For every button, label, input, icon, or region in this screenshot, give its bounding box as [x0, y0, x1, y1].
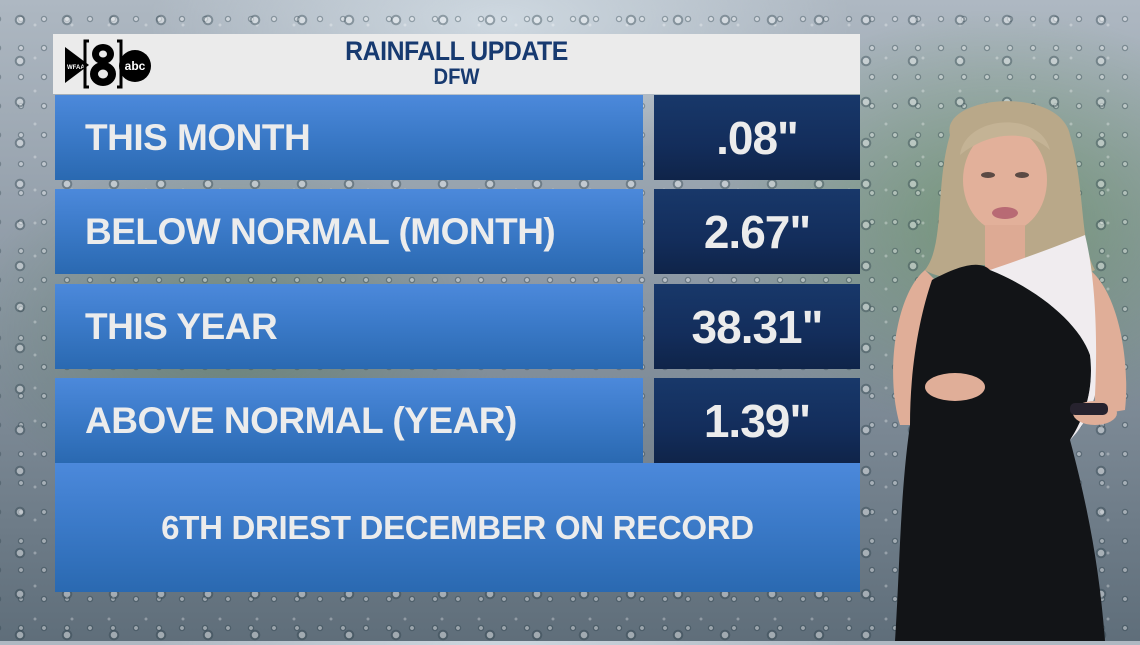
stat-row-above-normal-year: ABOVE NORMAL (YEAR) 1.39"	[55, 378, 860, 463]
stat-row-this-month: THIS MONTH .08"	[55, 95, 860, 180]
graphic-title: RAINFALL UPDATE	[345, 36, 568, 66]
stat-label: BELOW NORMAL (MONTH)	[85, 210, 556, 252]
stat-label-box: THIS MONTH	[55, 95, 643, 180]
stat-row-below-normal-month: BELOW NORMAL (MONTH) 2.67"	[55, 189, 860, 274]
stat-value: 38.31"	[691, 300, 824, 353]
stat-label: THIS YEAR	[85, 305, 278, 347]
record-banner-text: 6TH DRIEST DECEMBER ON RECORD	[161, 508, 754, 546]
stat-value: 1.39"	[703, 394, 811, 447]
stat-value-box: 2.67"	[654, 189, 860, 274]
stat-row-this-year: THIS YEAR 38.31"	[55, 284, 860, 369]
stat-label-box: THIS YEAR	[55, 284, 643, 369]
svg-text:WFAA: WFAA	[67, 65, 85, 71]
stat-value-box: 1.39"	[654, 378, 860, 463]
stat-label: THIS MONTH	[85, 116, 311, 158]
stat-value: .08"	[716, 111, 799, 164]
stat-label-box: BELOW NORMAL (MONTH)	[55, 189, 643, 274]
graphic-header: WFAA abc RAINFALL UPDATE DFW	[53, 34, 860, 94]
stat-value-box: .08"	[654, 95, 860, 180]
wfaa-8-abc-logo-icon: WFAA abc	[63, 39, 158, 89]
stat-label: ABOVE NORMAL (YEAR)	[85, 399, 517, 441]
stat-value: 2.67"	[703, 205, 811, 258]
stat-value-box: 38.31"	[654, 284, 860, 369]
stat-label-box: ABOVE NORMAL (YEAR)	[55, 378, 643, 463]
weather-presenter	[880, 95, 1140, 641]
graphic-subtitle: DFW	[433, 64, 480, 89]
svg-text:abc: abc	[125, 59, 146, 73]
record-banner: 6TH DRIEST DECEMBER ON RECORD	[55, 463, 860, 592]
